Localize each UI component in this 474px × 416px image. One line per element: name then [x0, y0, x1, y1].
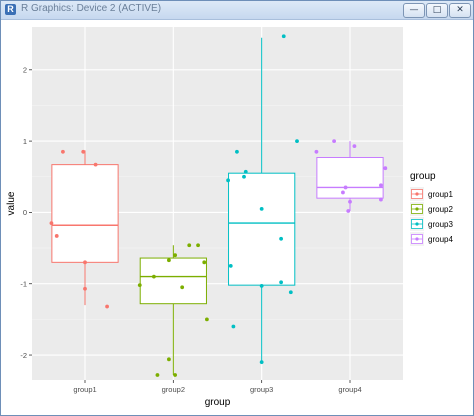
legend-key-point: [415, 237, 419, 241]
data-point: [279, 236, 283, 241]
data-point: [205, 317, 209, 322]
data-point: [259, 206, 264, 211]
data-point: [352, 144, 357, 148]
data-point: [167, 258, 171, 263]
title-bar[interactable]: R R Graphics: Device 2 (ACTIVE) — □ ✕: [1, 1, 473, 20]
x-axis-title: group: [205, 397, 231, 408]
data-point: [228, 263, 233, 268]
legend-key-group4: [410, 232, 424, 246]
data-point: [288, 290, 293, 295]
data-point: [379, 197, 383, 202]
boxplot-chart: -2 -1 0 1 2 group1 group2 group3 group4 group valu…: [6, 27, 453, 408]
y-tick-label: 1: [23, 137, 27, 146]
x-tick-label: group2: [162, 385, 185, 394]
x-tick-label: group4: [338, 385, 361, 394]
data-point: [49, 221, 54, 226]
data-point: [61, 149, 65, 154]
legend-key-point: [415, 192, 419, 196]
minimize-button[interactable]: —: [403, 3, 425, 18]
data-point: [379, 183, 383, 188]
maximize-button[interactable]: □: [426, 3, 448, 18]
data-point: [259, 283, 264, 288]
data-point: [242, 174, 246, 179]
data-point: [187, 243, 192, 248]
data-point: [281, 34, 286, 39]
boxplot-group3: [228, 37, 296, 363]
box-body: [139, 257, 207, 305]
data-point: [152, 274, 156, 279]
data-point: [343, 185, 348, 190]
data-point: [314, 149, 319, 154]
legend-key-point: [415, 207, 419, 211]
data-point: [83, 260, 87, 265]
boxplot-group2: [139, 245, 207, 376]
box-body: [51, 164, 119, 263]
legend-key-group3: [410, 217, 424, 231]
box-body: [228, 172, 296, 286]
legend-key-group1: [410, 187, 424, 201]
legend-title: group: [410, 171, 436, 182]
x-tick-label: group1: [73, 385, 96, 394]
data-point: [259, 360, 264, 365]
data-point: [202, 260, 207, 265]
data-point: [341, 190, 345, 195]
data-point: [173, 253, 178, 258]
data-point: [346, 209, 351, 213]
y-tick-label: -1: [20, 280, 27, 289]
data-point: [295, 139, 299, 144]
y-tick-label: -2: [20, 351, 27, 360]
data-point: [105, 304, 109, 309]
data-point: [226, 178, 231, 183]
data-point: [231, 324, 236, 329]
legend-label: group4: [428, 235, 453, 244]
data-point: [83, 286, 87, 291]
y-tick-label: 2: [23, 66, 27, 75]
close-button[interactable]: ✕: [449, 3, 471, 18]
data-point: [155, 373, 160, 377]
x-tick-label: group3: [250, 385, 273, 394]
data-point: [332, 139, 336, 144]
data-point: [173, 373, 178, 377]
data-point: [383, 166, 388, 171]
y-tick-label: 0: [23, 208, 27, 217]
y-axis-title: value: [6, 191, 17, 215]
legend-label: group2: [428, 205, 453, 214]
data-point: [167, 357, 171, 362]
data-point: [243, 169, 248, 174]
data-point: [54, 234, 59, 238]
r-app-icon: R: [5, 4, 16, 15]
data-point: [180, 285, 185, 290]
data-point: [235, 149, 239, 154]
boxplot-group1: [51, 150, 119, 306]
box-body: [316, 157, 384, 199]
data-point: [137, 283, 142, 288]
boxplot-group4: [316, 141, 384, 211]
legend-label: group3: [428, 220, 453, 229]
legend-label: group1: [428, 190, 453, 199]
data-point: [196, 243, 200, 248]
legend-key-point: [415, 222, 419, 226]
data-point: [81, 149, 86, 154]
data-point: [348, 199, 352, 204]
window-title: R Graphics: Device 2 (ACTIVE): [21, 3, 162, 14]
legend-key-group2: [410, 202, 424, 216]
data-point: [93, 162, 98, 167]
data-point: [279, 280, 283, 285]
